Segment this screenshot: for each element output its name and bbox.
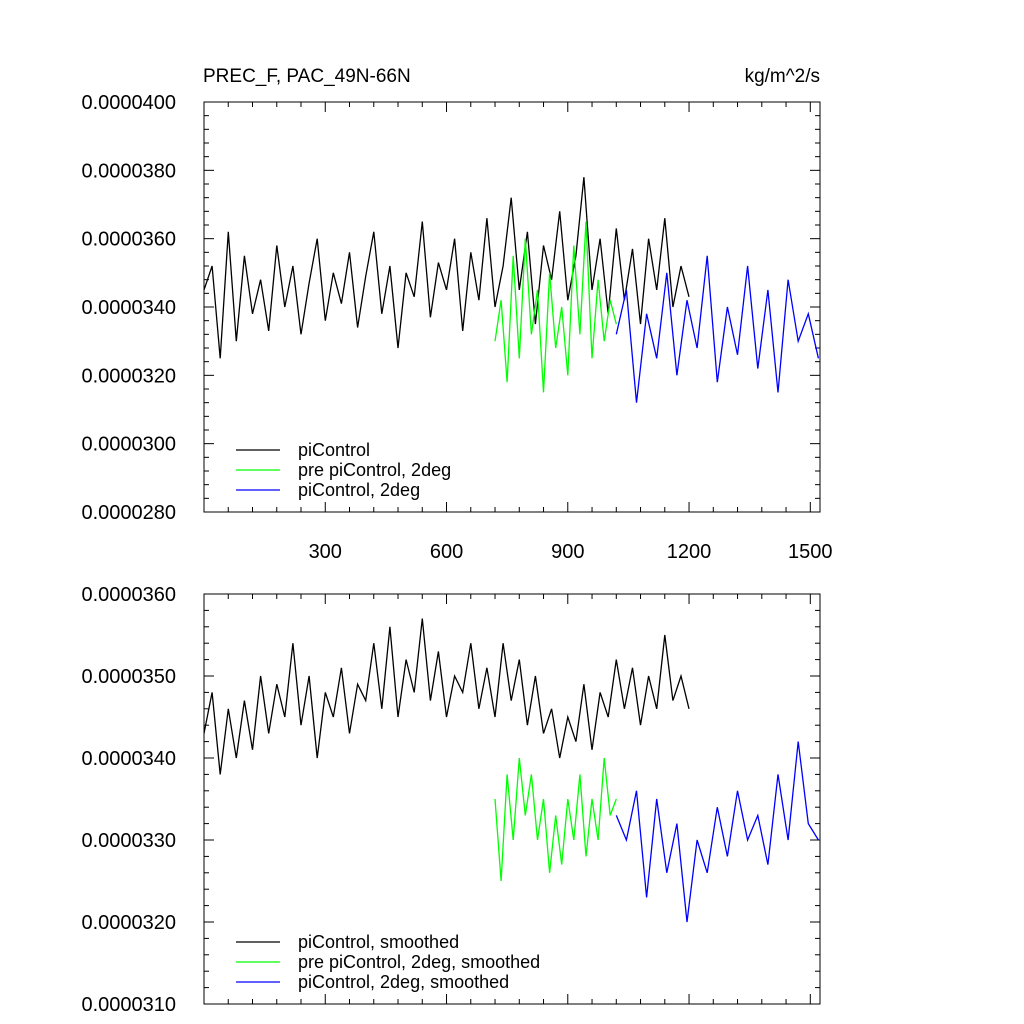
y-tick-label: 0.0000310: [81, 994, 176, 1016]
y-tick-label: 0.0000280: [81, 502, 176, 524]
bottom-plot-frame: [203, 593, 821, 1005]
series-line: [615, 255, 820, 403]
series-line: [203, 618, 690, 775]
y-tick-label: 0.0000400: [81, 92, 176, 114]
legend-label: piControl: [298, 440, 370, 460]
y-tick-label: 0.0000320: [81, 365, 176, 387]
series-line: [615, 741, 819, 923]
x-tick-label: 300: [309, 541, 342, 563]
y-tick-label: 0.0000360: [81, 229, 176, 251]
chart-title: PREC_F, PAC_49N-66N: [203, 66, 411, 87]
y-tick-label: 0.0000330: [81, 830, 176, 852]
x-tick-label: 600: [430, 541, 463, 563]
legend-label: piControl, 2deg, smoothed: [298, 972, 509, 992]
legend-label: pre piControl, 2deg: [298, 460, 451, 480]
x-tick-label: 1500: [788, 541, 833, 563]
y-tick-label: 0.0000380: [81, 160, 176, 182]
x-tick-label: 900: [551, 541, 584, 563]
bottom-chart-panel: 0.0000310 0.0000320 0.0000330 0.0000340 0.00…: [81, 584, 821, 1016]
bottom-axis-ticks: 0.0000310 0.0000320 0.0000330 0.0000340 0.00…: [81, 584, 820, 1016]
top-chart-panel: PREC_F, PAC_49N-66N kg/m^2/s 0.00002800.…: [81, 66, 832, 563]
bottom-series-group: [203, 618, 819, 923]
y-tick-label: 0.0000340: [81, 748, 176, 770]
y-tick-label: 0.0000320: [81, 912, 176, 934]
legend-label: pre piControl, 2deg, smoothed: [298, 952, 540, 972]
legend-label: piControl, smoothed: [298, 932, 459, 952]
series-line: [494, 221, 617, 393]
y-tick-label: 0.0000350: [81, 666, 176, 688]
y-tick-label: 0.0000300: [81, 434, 176, 456]
series-line: [494, 757, 617, 882]
top-series-group: [203, 177, 820, 403]
y-tick-label: 0.0000340: [81, 297, 176, 319]
x-tick-label: 1200: [667, 541, 712, 563]
chart-units: kg/m^2/s: [745, 66, 820, 87]
y-tick-label: 0.0000360: [81, 584, 176, 606]
top-axis-ticks: 0.0000280 0.0000300 0.0000320 0.0000340 0.00…: [81, 92, 832, 563]
legend-label: piControl, 2deg: [298, 480, 420, 500]
series-line: [203, 177, 690, 359]
